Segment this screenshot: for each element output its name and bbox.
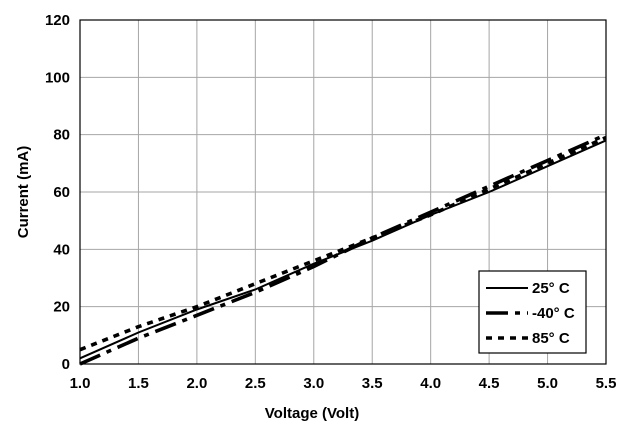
series-line-3: [79, 135, 607, 352]
y-tick-label: 120: [45, 12, 70, 29]
series-line-1: [79, 139, 607, 360]
x-tick-label: 1.0: [70, 375, 91, 392]
y-tick-label: 0: [62, 356, 70, 373]
x-tick-label: 2.0: [186, 375, 207, 392]
y-tick-label: 80: [53, 127, 70, 144]
legend-label: 85° C: [532, 330, 570, 347]
legend: 25° C -40° C 85° C: [478, 270, 587, 354]
x-tick-label: 1.5: [128, 375, 149, 392]
x-tick-label: 2.5: [245, 375, 266, 392]
legend-label: 25° C: [532, 280, 570, 297]
y-tick-label: 40: [53, 241, 70, 258]
x-tick-label: 5.0: [537, 375, 558, 392]
x-tick-label: 4.0: [420, 375, 441, 392]
x-tick-label: 3.0: [303, 375, 324, 392]
y-tick-label: 20: [53, 299, 70, 316]
x-tick-label: 4.5: [479, 375, 500, 392]
y-tick-label: 100: [45, 69, 70, 86]
x-axis-label: Voltage (Volt): [265, 405, 359, 422]
x-tick-label: 3.5: [362, 375, 383, 392]
y-axis-label: Current (mA): [15, 146, 32, 239]
series-line-2: [79, 133, 607, 366]
ticks: 1.0 1.5 2.0 2.5 3.0 3.5 4.0 4.5 5.0 5.5 0 20 40 60 80 1…: [45, 12, 616, 392]
series-layer: [79, 133, 607, 366]
legend-label: -40° C: [532, 305, 575, 322]
y-tick-label: 60: [53, 184, 70, 201]
plot-frame: [79, 19, 607, 365]
x-tick-label: 5.5: [596, 375, 617, 392]
